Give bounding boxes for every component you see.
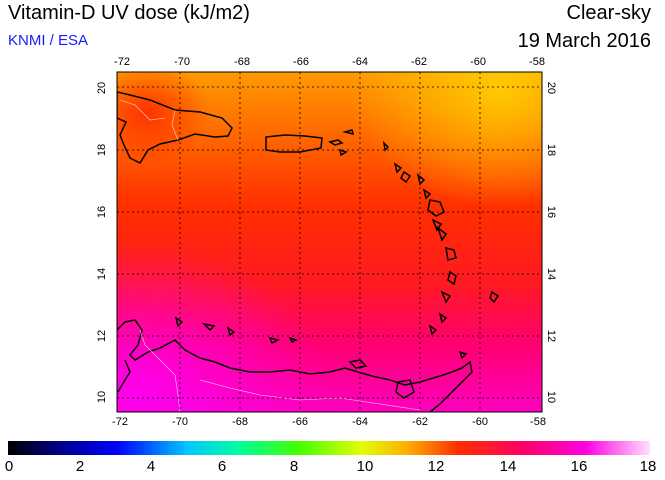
lon-tick-top: -58 — [529, 56, 545, 68]
lon-tick-bottom: -60 — [472, 416, 488, 428]
lat-tick-left: 14 — [96, 267, 109, 281]
sky-condition-label: Clear-sky — [566, 2, 651, 24]
lon-tick-top: -60 — [470, 56, 486, 68]
lon-tick-bottom: -70 — [172, 416, 188, 428]
lat-tick-left: 18 — [96, 143, 109, 157]
lon-tick-top: -70 — [174, 56, 190, 68]
colorbar-tick: 14 — [499, 458, 517, 475]
colorbar-tick: 4 — [146, 458, 156, 475]
colorbar-tick: 8 — [289, 458, 299, 475]
lon-tick-bottom: -72 — [112, 416, 128, 428]
colorbar-tick: 18 — [639, 458, 657, 475]
lon-tick-bottom: -62 — [412, 416, 428, 428]
lon-tick-top: -72 — [114, 56, 130, 68]
lat-tick-right: 10 — [545, 390, 558, 404]
map-frame — [116, 71, 543, 413]
lat-tick-right: 20 — [545, 81, 558, 95]
colorbar-tick: 16 — [570, 458, 588, 475]
colorbar-tick: 12 — [427, 458, 445, 475]
colorbar — [8, 441, 650, 455]
colorbar-tick: 0 — [4, 458, 14, 475]
lat-tick-right: 16 — [545, 205, 558, 219]
lon-tick-top: -68 — [234, 56, 250, 68]
lon-tick-bottom: -68 — [232, 416, 248, 428]
lat-tick-left: 20 — [96, 81, 109, 95]
lon-tick-top: -64 — [352, 56, 368, 68]
uv-field — [117, 72, 542, 412]
lon-tick-bottom: -64 — [352, 416, 368, 428]
colorbar-tick: 10 — [356, 458, 374, 475]
colorbar-tick: 2 — [75, 458, 85, 475]
lon-tick-bottom: -66 — [292, 416, 308, 428]
credit-label: KNMI / ESA — [8, 32, 89, 49]
lon-tick-top: -66 — [293, 56, 309, 68]
lat-tick-right: 18 — [545, 143, 558, 157]
lat-tick-right: 14 — [545, 267, 558, 281]
colorbar-tick: 6 — [217, 458, 227, 475]
graticule — [117, 72, 542, 412]
lat-tick-left: 10 — [96, 390, 109, 404]
lon-tick-bottom: -58 — [530, 416, 546, 428]
map-title: Vitamin-D UV dose (kJ/m2) — [8, 2, 250, 24]
lat-tick-right: 12 — [545, 329, 558, 343]
lat-tick-left: 16 — [96, 205, 109, 219]
date-label: 19 March 2016 — [517, 30, 651, 52]
lat-tick-left: 12 — [96, 329, 109, 343]
lon-tick-top: -62 — [411, 56, 427, 68]
